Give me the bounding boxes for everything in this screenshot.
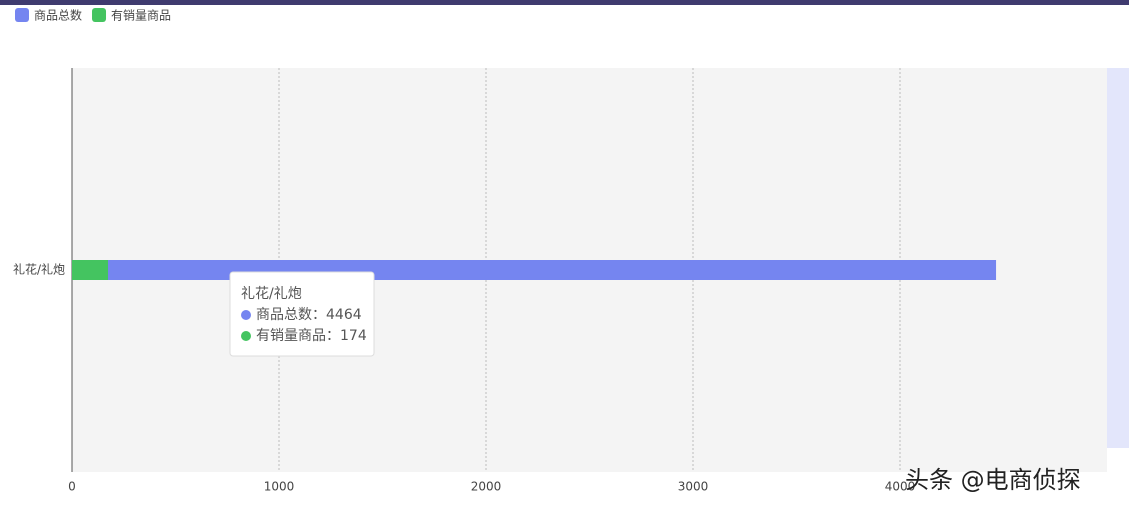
x-tick-label: 1000 — [264, 480, 295, 494]
tooltip-separator: ： — [326, 328, 340, 344]
watermark: 头条 @电商侦探 — [905, 466, 1081, 494]
side-panel — [1107, 68, 1129, 448]
bar — [72, 260, 109, 280]
tooltip-series: 有销量商品 — [256, 328, 326, 344]
x-tick-label: 2000 — [471, 480, 502, 494]
bar — [72, 260, 997, 280]
legend-swatch — [15, 8, 29, 22]
tooltip-label: 商品总数：4464 — [256, 307, 362, 323]
tooltip-series: 商品总数 — [256, 307, 312, 323]
x-tick-label: 0 — [68, 480, 76, 494]
x-tick-label: 4000 — [885, 480, 916, 494]
tooltip-box — [229, 271, 375, 357]
top-bar — [0, 0, 1129, 5]
tooltip-value: 4464 — [326, 307, 362, 323]
legend-label: 商品总数 — [34, 8, 82, 23]
legend-swatch — [92, 8, 107, 22]
tooltip-title: 礼花/礼炮 — [241, 286, 302, 302]
legend-label: 有销量商品 — [111, 8, 171, 23]
y-tick-label: 礼花/礼炮 — [13, 262, 65, 277]
x-tick-label: 3000 — [678, 480, 709, 494]
tooltip-label: 有销量商品：174 — [256, 328, 367, 344]
tooltip-dot — [241, 331, 251, 341]
tooltip-dot — [241, 310, 251, 320]
tooltip-value: 174 — [340, 328, 367, 344]
tooltip-separator: ： — [312, 307, 326, 323]
